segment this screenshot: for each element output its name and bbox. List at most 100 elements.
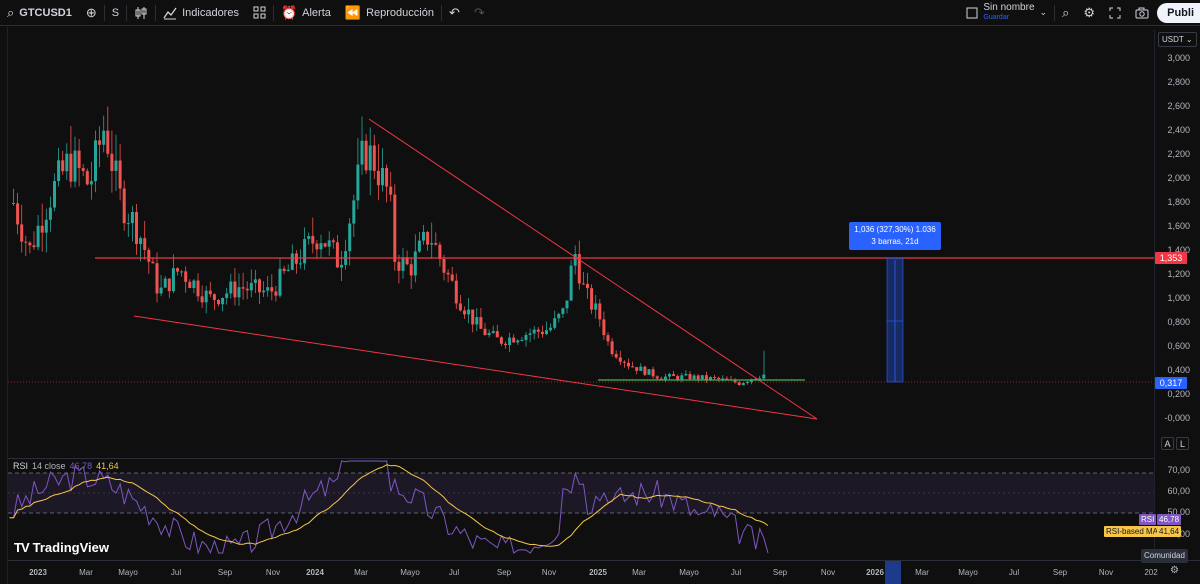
currency-dropdown[interactable]: USDT ⌄ xyxy=(1158,32,1197,47)
candle-body xyxy=(696,375,700,380)
candle-body xyxy=(586,283,589,289)
candle-body xyxy=(106,130,110,154)
candle-body xyxy=(532,329,536,334)
candle-body xyxy=(258,279,261,293)
publish-button[interactable]: Publi xyxy=(1157,3,1200,23)
candle-body xyxy=(598,303,602,320)
fullscreen-button[interactable] xyxy=(1102,0,1128,26)
plus-circle-icon: ⊕ xyxy=(85,4,97,20)
candle-body xyxy=(356,164,360,201)
candle-body xyxy=(512,337,516,343)
candle-body xyxy=(676,375,680,380)
candle-body xyxy=(602,319,606,336)
divider xyxy=(1054,4,1056,21)
rsi-value: 46,78 xyxy=(69,461,93,471)
candle-body xyxy=(126,223,130,225)
log-scale-button[interactable]: L xyxy=(1176,437,1189,450)
candle-body xyxy=(393,194,397,262)
candle-body xyxy=(130,211,134,224)
candle-body xyxy=(569,265,573,301)
candle-body xyxy=(622,361,626,363)
candle-body xyxy=(573,254,577,266)
candle-body xyxy=(81,168,85,171)
rsi-axis[interactable]: 70,00 60,00 50,00 40,00 xyxy=(1154,458,1200,560)
candle-body xyxy=(721,378,725,380)
rsi-tag-value: 46,78 xyxy=(1157,514,1182,525)
undo-icon: ↶ xyxy=(448,4,460,20)
candle-body xyxy=(167,278,171,292)
layout-save-label: Guardar xyxy=(983,13,1010,21)
candle-body xyxy=(430,243,434,245)
candle-body xyxy=(426,231,430,245)
quick-search-button[interactable]: ⌕ xyxy=(1055,0,1076,26)
price-chart-canvas[interactable] xyxy=(8,30,1154,458)
rsi-canvas xyxy=(8,460,1154,555)
candle-body xyxy=(208,290,212,295)
tradingview-watermark[interactable]: TV TradingView xyxy=(14,540,109,555)
rewind-icon: ⏪ xyxy=(344,4,362,20)
candle-body xyxy=(684,373,688,376)
candle-body xyxy=(118,160,122,189)
price-chart[interactable] xyxy=(8,30,1154,458)
candle-body xyxy=(401,257,405,271)
candles-icon xyxy=(135,6,147,19)
candle-body xyxy=(192,280,196,289)
compare-symbol-button[interactable]: ⊕ xyxy=(79,0,104,26)
rsi-legend[interactable]: RSI 14 close 46,78 41,64 xyxy=(13,461,119,471)
candle-body xyxy=(483,328,487,336)
candle-body xyxy=(262,290,266,293)
candle-body xyxy=(639,366,643,371)
candle-body xyxy=(561,308,565,314)
candle-body xyxy=(397,261,401,271)
rsi-tick: 60,00 xyxy=(1167,486,1190,496)
candle-body xyxy=(627,362,630,367)
price-axis[interactable]: USDT ⌄ 3,000 2,800 2,600 2,400 2,200 2,000 1,8… xyxy=(1154,30,1200,458)
settings-button[interactable]: ⚙ xyxy=(1076,0,1102,26)
candle-body xyxy=(180,271,184,273)
candle-body xyxy=(307,236,311,239)
candle-body xyxy=(286,269,290,272)
time-tick: 2023 xyxy=(29,568,47,577)
auto-scale-button[interactable]: A xyxy=(1161,437,1174,450)
interval-button[interactable]: S xyxy=(105,0,126,26)
templates-button[interactable] xyxy=(246,0,273,26)
candle-body xyxy=(20,224,24,242)
indicators-button[interactable]: Indicadores xyxy=(156,0,246,26)
rsi-pane[interactable]: RSI 14 close 46,78 41,64 xyxy=(8,458,1154,560)
candle-body xyxy=(241,287,245,289)
candle-body xyxy=(73,150,77,182)
candle-body xyxy=(352,200,356,224)
candle-body xyxy=(610,341,614,355)
symbol-search[interactable]: ⌕ GTCUSD1 xyxy=(0,0,79,26)
layout-button[interactable]: Sin nombre Guardar ⌄ xyxy=(959,0,1054,26)
candle-body xyxy=(32,245,36,248)
candle-body xyxy=(229,281,233,294)
price-tick: 1,000 xyxy=(1167,293,1190,303)
candle-body xyxy=(323,243,327,247)
fullscreen-icon xyxy=(1109,7,1121,18)
wedge-upper-trendline[interactable] xyxy=(368,118,818,420)
time-tick: Sep xyxy=(496,568,512,577)
candle-body xyxy=(581,283,585,285)
candlestick-series xyxy=(12,106,766,386)
watermark-text: TradingView xyxy=(32,540,109,555)
price-tick: 2,000 xyxy=(1167,173,1190,183)
redo-button[interactable]: ↷ xyxy=(467,0,492,26)
wedge-lower-trendline[interactable] xyxy=(133,315,818,420)
gear-icon[interactable]: ⚙ xyxy=(1170,565,1179,576)
price-tick: 1,800 xyxy=(1167,197,1190,207)
candle-body xyxy=(266,287,270,291)
time-tick: Nov xyxy=(541,568,557,577)
time-axis[interactable]: 2023 Mar Mayo Jul Sep Nov 2024 Mar Mayo Jul Sep Nov… xyxy=(8,560,1200,584)
alarm-clock-icon: ⏰ xyxy=(280,4,298,20)
candle-body xyxy=(12,203,15,204)
replay-button[interactable]: ⏪ Reproducción xyxy=(338,0,441,26)
alert-label: Alerta xyxy=(302,6,331,19)
undo-button[interactable]: ↶ xyxy=(442,0,467,26)
snapshot-button[interactable] xyxy=(1128,0,1156,26)
layout-name: Sin nombre Guardar xyxy=(983,2,1034,23)
chart-type-button[interactable] xyxy=(127,0,155,26)
alert-button[interactable]: ⏰ Alerta xyxy=(274,0,338,26)
divider xyxy=(272,4,274,21)
candle-body xyxy=(65,153,69,172)
